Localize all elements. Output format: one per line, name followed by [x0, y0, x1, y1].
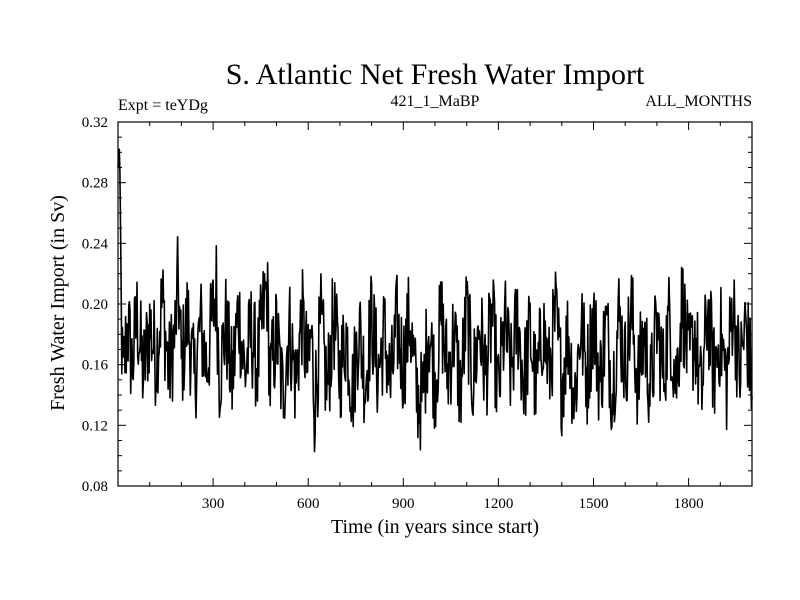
chart-title: S. Atlantic Net Fresh Water Import — [226, 58, 645, 91]
x-tick-label: 1500 — [579, 496, 609, 512]
y-tick-label: 0.28 — [82, 176, 108, 192]
x-tick-label: 1200 — [483, 496, 513, 512]
y-tick-label: 0.08 — [82, 479, 108, 495]
y-tick-label: 0.12 — [82, 418, 108, 434]
run-label: 421_1_MaBP — [391, 93, 480, 110]
plot-layer — [117, 148, 753, 453]
y-tick-label: 0.24 — [82, 236, 109, 252]
x-axis-label: Time (in years since start) — [331, 516, 539, 538]
y-tick-label: 0.16 — [82, 358, 109, 374]
months-label: ALL_MONTHS — [645, 93, 752, 110]
x-tick-label: 600 — [297, 496, 320, 512]
y-tick-label: 0.32 — [82, 115, 108, 131]
series-line-0 — [117, 148, 753, 453]
x-tick-label: 300 — [202, 496, 225, 512]
y-tick-label: 0.20 — [82, 297, 108, 313]
x-tick-label: 900 — [392, 496, 415, 512]
y-axis-label: Fresh Water Import (in Sv) — [47, 195, 69, 411]
experiment-label: Expt = teYDg — [118, 97, 208, 114]
x-tick-label: 1800 — [674, 496, 704, 512]
axes-layer: 300 600 900 1200 1500 1800 0.08 0.12 0.16 0.20 0.2… — [82, 115, 753, 512]
